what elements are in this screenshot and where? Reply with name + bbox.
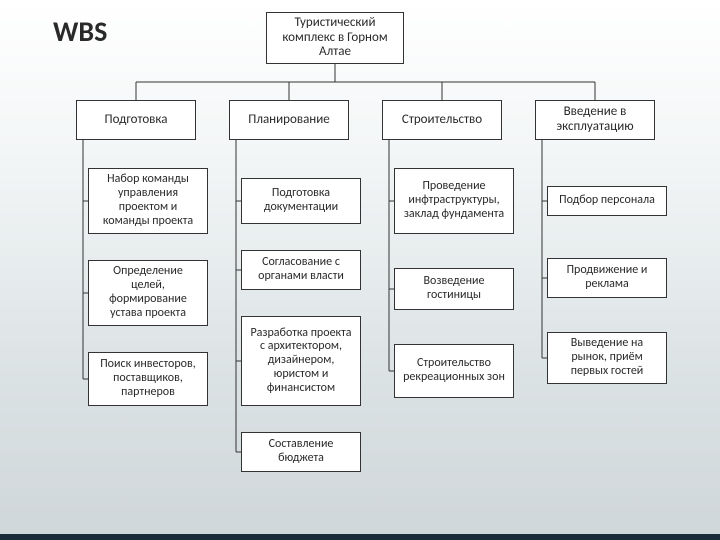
level2-node-0-2: Поиск инвесторов, поставщиков, партнеров: [88, 352, 208, 406]
level2-node-1-0: Подготовка документации: [241, 178, 361, 224]
level2-node-1-1: Согласование с органами власти: [241, 250, 361, 290]
wbs-title: WBS: [53, 14, 107, 49]
level2-node-0-1: Определение целей, формирование устава п…: [88, 260, 208, 326]
bottom-bar: [0, 534, 720, 540]
level2-node-2-1: Возведение гостиницы: [394, 268, 514, 310]
level2-node-3-1: Продвижение и реклама: [547, 258, 667, 298]
level1-node-3: Введение в эксплуатацию: [535, 100, 655, 140]
level1-node-1: Планирование: [229, 100, 349, 140]
level2-node-3-0: Подбор персонала: [547, 186, 667, 216]
level2-node-2-2: Строительство рекреационных зон: [394, 344, 514, 398]
level2-node-1-2: Разработка проекта с архитектором, дизай…: [241, 316, 361, 406]
root-node: Туристический комплекс в Горном Алтае: [266, 12, 404, 64]
level1-node-0: Подготовка: [76, 100, 196, 140]
level2-node-0-0: Набор команды управления проектом и кома…: [88, 168, 208, 234]
level2-node-2-0: Проведение инфтраструктуры, заклад фунда…: [394, 168, 514, 234]
level2-node-3-2: Выведение на рынок, приём первых гостей: [547, 332, 667, 384]
level1-node-2: Строительство: [382, 100, 502, 140]
level2-node-1-3: Составление бюджета: [241, 432, 361, 472]
